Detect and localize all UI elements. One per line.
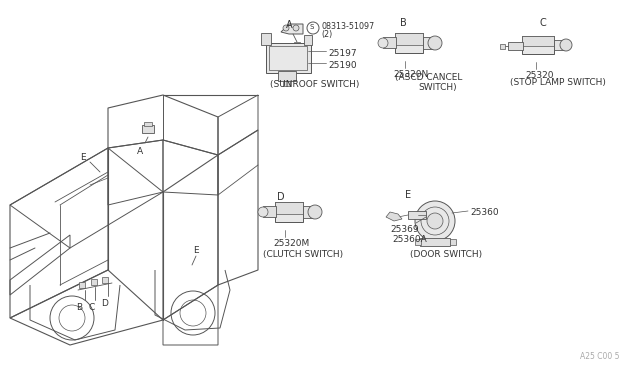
Polygon shape: [386, 212, 402, 221]
Bar: [294, 42, 300, 47]
Text: 25197: 25197: [328, 49, 356, 58]
Text: 25360: 25360: [470, 208, 499, 217]
Bar: [261, 33, 271, 45]
Bar: [554, 40, 566, 50]
Bar: [450, 239, 456, 245]
Circle shape: [428, 36, 442, 50]
Bar: [508, 42, 523, 50]
Text: (CLUTCH SWITCH): (CLUTCH SWITCH): [263, 250, 343, 259]
Text: B: B: [400, 18, 407, 28]
Bar: [303, 206, 315, 218]
Text: B: B: [76, 302, 82, 311]
Text: S: S: [310, 24, 314, 30]
Bar: [144, 122, 152, 126]
Text: C: C: [540, 18, 547, 28]
Bar: [522, 36, 554, 46]
Text: 25320: 25320: [525, 71, 554, 80]
Bar: [266, 43, 311, 73]
Text: D: D: [277, 192, 285, 202]
Bar: [395, 33, 423, 53]
Text: A: A: [286, 20, 292, 30]
Circle shape: [283, 25, 289, 31]
Text: (2): (2): [321, 30, 332, 39]
Bar: [408, 211, 426, 219]
Bar: [79, 282, 85, 288]
Bar: [142, 125, 154, 133]
Text: A: A: [137, 147, 143, 155]
Bar: [91, 279, 97, 285]
Circle shape: [308, 205, 322, 219]
Bar: [500, 44, 505, 49]
Text: (STOP LAMP SWITCH): (STOP LAMP SWITCH): [510, 78, 606, 87]
Text: 25320M: 25320M: [273, 239, 309, 248]
Text: SWITCH): SWITCH): [418, 83, 456, 92]
Text: D: D: [102, 299, 108, 308]
Text: C: C: [89, 302, 95, 311]
Text: 25369: 25369: [390, 225, 419, 234]
Bar: [395, 33, 423, 45]
Bar: [275, 202, 303, 214]
Text: 08313-51097: 08313-51097: [321, 22, 374, 31]
Circle shape: [415, 201, 455, 241]
Text: 25190: 25190: [328, 61, 356, 70]
Text: E: E: [193, 246, 199, 254]
Text: (SUNROOF SWITCH): (SUNROOF SWITCH): [270, 80, 360, 89]
Bar: [275, 202, 303, 222]
Text: (DOOR SWITCH): (DOOR SWITCH): [410, 250, 482, 259]
Text: (ASCD CANCEL: (ASCD CANCEL: [395, 73, 462, 82]
Bar: [383, 37, 396, 48]
Circle shape: [378, 38, 388, 48]
Polygon shape: [281, 24, 303, 34]
Bar: [263, 206, 276, 217]
Circle shape: [258, 207, 268, 217]
Text: A25 C00 5: A25 C00 5: [580, 352, 620, 361]
Circle shape: [560, 39, 572, 51]
Bar: [415, 239, 421, 245]
Bar: [423, 37, 435, 49]
Bar: [304, 35, 312, 45]
Text: E: E: [405, 190, 411, 200]
Bar: [102, 277, 108, 283]
Text: E: E: [80, 153, 86, 161]
Bar: [420, 238, 450, 246]
Bar: [278, 71, 296, 81]
Circle shape: [293, 25, 299, 31]
Bar: [522, 36, 554, 54]
Bar: [269, 46, 307, 70]
Text: 25320N: 25320N: [393, 70, 428, 79]
Bar: [283, 81, 290, 86]
Circle shape: [427, 213, 443, 229]
Text: 25360A: 25360A: [392, 235, 427, 244]
